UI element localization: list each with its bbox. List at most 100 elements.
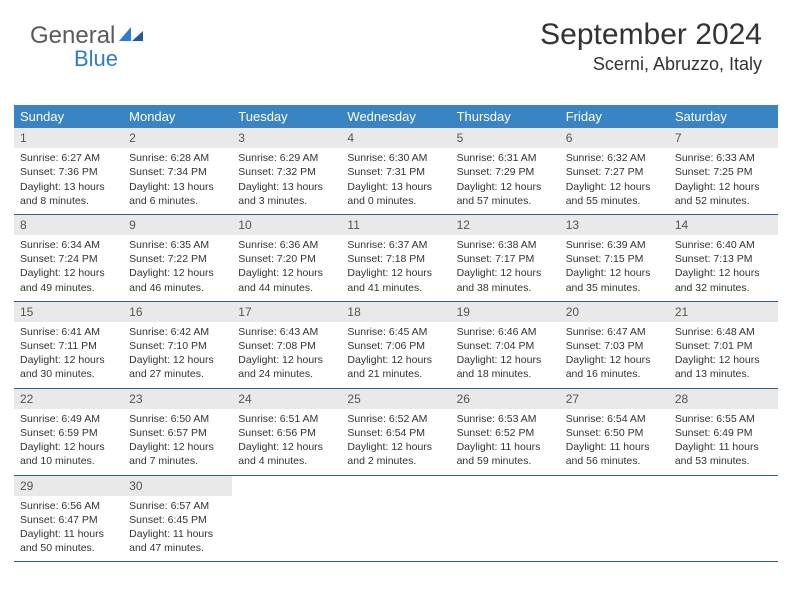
sunset-text: Sunset: 7:08 PM <box>238 339 335 353</box>
day-number: 4 <box>341 128 450 148</box>
logo-text-blue: Blue <box>74 46 118 72</box>
sunrise-text: Sunrise: 6:50 AM <box>129 412 226 426</box>
daylight-text: Daylight: 12 hours and 27 minutes. <box>129 353 226 381</box>
sunrise-text: Sunrise: 6:38 AM <box>457 238 554 252</box>
day-number: 14 <box>669 215 778 235</box>
day-body: Sunrise: 6:43 AMSunset: 7:08 PMDaylight:… <box>232 322 341 388</box>
day-body: Sunrise: 6:48 AMSunset: 7:01 PMDaylight:… <box>669 322 778 388</box>
day-number: 19 <box>451 302 560 322</box>
logo: General Blue <box>30 22 145 50</box>
day-body: Sunrise: 6:35 AMSunset: 7:22 PMDaylight:… <box>123 235 232 301</box>
sunset-text: Sunset: 7:36 PM <box>20 165 117 179</box>
day-number: 29 <box>14 476 123 496</box>
day-body: Sunrise: 6:32 AMSunset: 7:27 PMDaylight:… <box>560 148 669 214</box>
daylight-text: Daylight: 12 hours and 18 minutes. <box>457 353 554 381</box>
day-body: Sunrise: 6:52 AMSunset: 6:54 PMDaylight:… <box>341 409 450 475</box>
daylight-text: Daylight: 12 hours and 46 minutes. <box>129 266 226 294</box>
daylight-text: Daylight: 12 hours and 10 minutes. <box>20 440 117 468</box>
daylight-text: Daylight: 12 hours and 2 minutes. <box>347 440 444 468</box>
day-body: Sunrise: 6:41 AMSunset: 7:11 PMDaylight:… <box>14 322 123 388</box>
day-number: 8 <box>14 215 123 235</box>
weekday-header-row: SundayMondayTuesdayWednesdayThursdayFrid… <box>14 105 778 128</box>
sunrise-text: Sunrise: 6:52 AM <box>347 412 444 426</box>
location-label: Scerni, Abruzzo, Italy <box>540 54 762 75</box>
sunrise-text: Sunrise: 6:55 AM <box>675 412 772 426</box>
day-cell: 4Sunrise: 6:30 AMSunset: 7:31 PMDaylight… <box>341 128 450 214</box>
day-cell: 9Sunrise: 6:35 AMSunset: 7:22 PMDaylight… <box>123 215 232 301</box>
day-cell: 18Sunrise: 6:45 AMSunset: 7:06 PMDayligh… <box>341 302 450 388</box>
day-number: 28 <box>669 389 778 409</box>
day-cell <box>669 476 778 562</box>
day-cell: 11Sunrise: 6:37 AMSunset: 7:18 PMDayligh… <box>341 215 450 301</box>
day-number: 12 <box>451 215 560 235</box>
day-body: Sunrise: 6:46 AMSunset: 7:04 PMDaylight:… <box>451 322 560 388</box>
day-body: Sunrise: 6:56 AMSunset: 6:47 PMDaylight:… <box>14 496 123 562</box>
sunrise-text: Sunrise: 6:51 AM <box>238 412 335 426</box>
day-number: 30 <box>123 476 232 496</box>
day-body: Sunrise: 6:53 AMSunset: 6:52 PMDaylight:… <box>451 409 560 475</box>
day-cell: 21Sunrise: 6:48 AMSunset: 7:01 PMDayligh… <box>669 302 778 388</box>
sunset-text: Sunset: 7:13 PM <box>675 252 772 266</box>
day-cell: 6Sunrise: 6:32 AMSunset: 7:27 PMDaylight… <box>560 128 669 214</box>
sunrise-text: Sunrise: 6:49 AM <box>20 412 117 426</box>
daylight-text: Daylight: 12 hours and 41 minutes. <box>347 266 444 294</box>
day-body: Sunrise: 6:37 AMSunset: 7:18 PMDaylight:… <box>341 235 450 301</box>
day-body: Sunrise: 6:47 AMSunset: 7:03 PMDaylight:… <box>560 322 669 388</box>
weekday-header: Saturday <box>669 105 778 128</box>
sunrise-text: Sunrise: 6:42 AM <box>129 325 226 339</box>
sunset-text: Sunset: 7:34 PM <box>129 165 226 179</box>
daylight-text: Daylight: 13 hours and 6 minutes. <box>129 180 226 208</box>
day-body: Sunrise: 6:34 AMSunset: 7:24 PMDaylight:… <box>14 235 123 301</box>
day-number: 20 <box>560 302 669 322</box>
day-number <box>341 476 450 496</box>
sunrise-text: Sunrise: 6:36 AM <box>238 238 335 252</box>
day-number: 17 <box>232 302 341 322</box>
weekday-header: Monday <box>123 105 232 128</box>
sunrise-text: Sunrise: 6:41 AM <box>20 325 117 339</box>
logo-sail-icon <box>117 25 145 43</box>
day-cell: 10Sunrise: 6:36 AMSunset: 7:20 PMDayligh… <box>232 215 341 301</box>
day-number: 25 <box>341 389 450 409</box>
day-cell: 25Sunrise: 6:52 AMSunset: 6:54 PMDayligh… <box>341 389 450 475</box>
day-cell: 24Sunrise: 6:51 AMSunset: 6:56 PMDayligh… <box>232 389 341 475</box>
sunrise-text: Sunrise: 6:53 AM <box>457 412 554 426</box>
sunrise-text: Sunrise: 6:31 AM <box>457 151 554 165</box>
sunrise-text: Sunrise: 6:45 AM <box>347 325 444 339</box>
day-number <box>232 476 341 496</box>
day-number: 27 <box>560 389 669 409</box>
daylight-text: Daylight: 12 hours and 13 minutes. <box>675 353 772 381</box>
daylight-text: Daylight: 12 hours and 32 minutes. <box>675 266 772 294</box>
day-cell: 30Sunrise: 6:57 AMSunset: 6:45 PMDayligh… <box>123 476 232 562</box>
day-cell: 7Sunrise: 6:33 AMSunset: 7:25 PMDaylight… <box>669 128 778 214</box>
sunrise-text: Sunrise: 6:29 AM <box>238 151 335 165</box>
day-cell: 12Sunrise: 6:38 AMSunset: 7:17 PMDayligh… <box>451 215 560 301</box>
daylight-text: Daylight: 12 hours and 24 minutes. <box>238 353 335 381</box>
day-body: Sunrise: 6:38 AMSunset: 7:17 PMDaylight:… <box>451 235 560 301</box>
daylight-text: Daylight: 13 hours and 3 minutes. <box>238 180 335 208</box>
daylight-text: Daylight: 12 hours and 49 minutes. <box>20 266 117 294</box>
day-body: Sunrise: 6:51 AMSunset: 6:56 PMDaylight:… <box>232 409 341 475</box>
sunset-text: Sunset: 7:20 PM <box>238 252 335 266</box>
sunrise-text: Sunrise: 6:34 AM <box>20 238 117 252</box>
weekday-header: Tuesday <box>232 105 341 128</box>
day-body: Sunrise: 6:45 AMSunset: 7:06 PMDaylight:… <box>341 322 450 388</box>
weekday-header: Wednesday <box>341 105 450 128</box>
month-title: September 2024 <box>540 18 762 52</box>
day-number <box>560 476 669 496</box>
sunrise-text: Sunrise: 6:30 AM <box>347 151 444 165</box>
sunrise-text: Sunrise: 6:40 AM <box>675 238 772 252</box>
day-cell: 16Sunrise: 6:42 AMSunset: 7:10 PMDayligh… <box>123 302 232 388</box>
sunset-text: Sunset: 7:11 PM <box>20 339 117 353</box>
sunset-text: Sunset: 6:57 PM <box>129 426 226 440</box>
day-cell: 1Sunrise: 6:27 AMSunset: 7:36 PMDaylight… <box>14 128 123 214</box>
daylight-text: Daylight: 11 hours and 47 minutes. <box>129 527 226 555</box>
day-cell: 8Sunrise: 6:34 AMSunset: 7:24 PMDaylight… <box>14 215 123 301</box>
weekday-header: Sunday <box>14 105 123 128</box>
sunrise-text: Sunrise: 6:32 AM <box>566 151 663 165</box>
daylight-text: Daylight: 11 hours and 59 minutes. <box>457 440 554 468</box>
sunset-text: Sunset: 6:50 PM <box>566 426 663 440</box>
sunrise-text: Sunrise: 6:27 AM <box>20 151 117 165</box>
daylight-text: Daylight: 12 hours and 57 minutes. <box>457 180 554 208</box>
day-cell: 15Sunrise: 6:41 AMSunset: 7:11 PMDayligh… <box>14 302 123 388</box>
daylight-text: Daylight: 12 hours and 38 minutes. <box>457 266 554 294</box>
